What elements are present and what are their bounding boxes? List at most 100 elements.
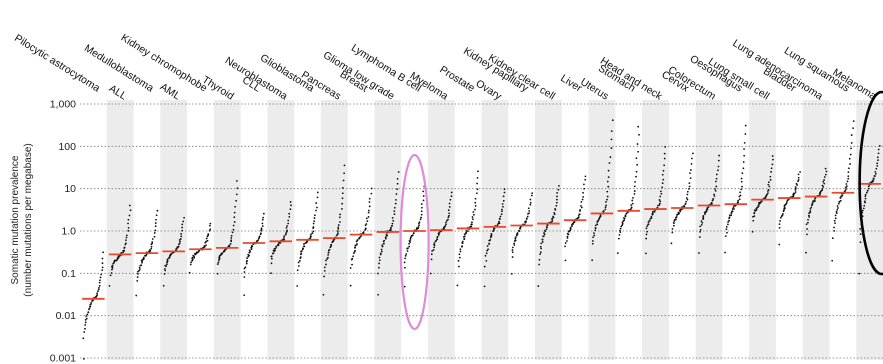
sample-point [236, 187, 239, 190]
y-tick-label-4: 1.0 [61, 226, 76, 238]
sample-point [458, 256, 461, 259]
sample-point [316, 196, 319, 199]
sample-point [778, 243, 781, 246]
sample-point [529, 198, 532, 201]
sample-point [807, 218, 809, 221]
sample-point [188, 271, 191, 274]
sample-point [572, 221, 575, 224]
sample-point [525, 217, 528, 220]
sample-point [740, 177, 743, 180]
sample-point [834, 214, 837, 217]
sample-point [393, 210, 396, 213]
sample-point [485, 259, 488, 262]
sample-point [284, 233, 287, 236]
sample-point [847, 167, 850, 170]
sample-point [876, 156, 879, 159]
sample-point [572, 223, 575, 225]
sample-point [500, 213, 503, 216]
sample-point [492, 229, 495, 232]
sample-point [389, 229, 392, 232]
sample-point [633, 193, 636, 195]
sample-point [486, 245, 489, 247]
sample-point [809, 207, 812, 210]
sample-point [336, 230, 339, 233]
sample-point [82, 357, 85, 360]
sample-point [111, 264, 114, 267]
sample-point [205, 237, 208, 240]
sample-point [566, 237, 569, 239]
sample-point [315, 202, 318, 204]
sample-point [116, 258, 118, 261]
sample-point [702, 215, 705, 217]
sample-point [646, 230, 648, 233]
sample-point [89, 303, 92, 306]
sample-point [698, 236, 701, 238]
sample-point [645, 233, 648, 236]
sample-point [248, 249, 251, 252]
sample-point [658, 199, 661, 201]
sample-point [541, 238, 544, 241]
sample-point [314, 214, 316, 217]
sample-point [847, 177, 850, 180]
sample-point [367, 216, 370, 218]
sample-point [422, 190, 425, 193]
sample-point [154, 229, 157, 232]
sample-point [686, 193, 689, 196]
sample-point [300, 250, 303, 252]
sample-point [430, 253, 433, 256]
sample-point [289, 201, 292, 203]
gridlines-group [80, 103, 883, 359]
sample-point [551, 220, 554, 222]
sample-point [190, 261, 192, 264]
sample-point [341, 192, 344, 195]
sample-point [785, 202, 788, 205]
sample-point [833, 219, 836, 222]
column-shading-4 [160, 100, 188, 360]
sample-point [663, 157, 666, 160]
sample-point [541, 241, 544, 243]
sample-point [558, 185, 560, 187]
sample-point [378, 259, 381, 262]
sample-point [474, 208, 476, 211]
sample-point [757, 204, 760, 207]
sample-point [283, 238, 286, 241]
sample-point [502, 195, 505, 198]
sample-point [711, 199, 714, 202]
sample-point [368, 201, 371, 203]
sample-point [418, 224, 420, 227]
sample-point [837, 202, 840, 205]
sample-point [727, 221, 729, 223]
sample-point [518, 230, 521, 233]
sample-point [368, 209, 370, 212]
sample-point [383, 242, 385, 245]
sample-point [472, 211, 475, 213]
sample-point [405, 253, 408, 255]
sample-point [752, 219, 755, 222]
sample-point [784, 207, 786, 210]
sample-point [409, 238, 412, 241]
sample-point [657, 204, 659, 207]
sample-point [476, 192, 478, 195]
sample-point [583, 183, 585, 186]
sample-point [97, 288, 100, 291]
sample-point [209, 228, 212, 231]
sample-point [275, 245, 277, 248]
sample-point [354, 249, 356, 252]
sample-point [381, 245, 384, 248]
sample-point [194, 253, 197, 256]
sample-point [461, 240, 464, 243]
sample-point [368, 197, 371, 200]
sample-point [283, 235, 286, 238]
sample-point [633, 185, 636, 188]
column-shading-group [106, 100, 883, 360]
sample-point [847, 171, 850, 174]
sample-point [128, 204, 131, 207]
sample-point [712, 197, 715, 200]
sample-point [623, 219, 626, 222]
sample-point [420, 203, 423, 205]
sample-point [120, 252, 123, 254]
sample-point [701, 221, 704, 224]
sample-point [725, 225, 728, 228]
sample-point [465, 230, 468, 232]
sample-point [741, 172, 744, 175]
